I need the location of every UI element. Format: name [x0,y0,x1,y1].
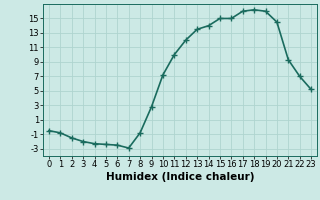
X-axis label: Humidex (Indice chaleur): Humidex (Indice chaleur) [106,172,254,182]
